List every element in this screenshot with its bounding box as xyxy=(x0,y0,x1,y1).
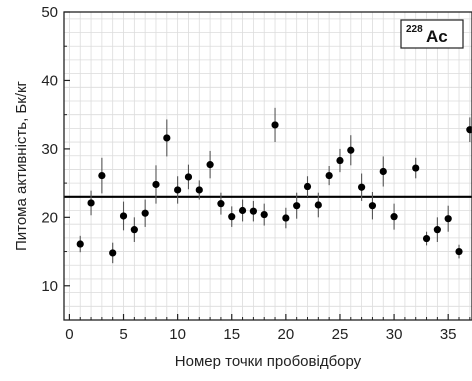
data-point-group xyxy=(444,205,452,232)
x-tick-label: 35 xyxy=(440,326,457,343)
data-point-group xyxy=(422,231,431,246)
y-tick-label: 20 xyxy=(41,209,58,226)
x-tick-label: 25 xyxy=(332,326,349,343)
data-point xyxy=(466,126,472,134)
data-point xyxy=(87,199,95,207)
legend-superscript: 228 xyxy=(406,24,423,35)
data-point-group xyxy=(412,157,420,179)
data-point xyxy=(336,156,344,165)
data-point-group xyxy=(433,217,441,242)
data-point-group xyxy=(455,244,463,259)
data-point xyxy=(206,161,214,169)
data-point xyxy=(347,146,355,154)
y-tick-label: 50 xyxy=(41,4,58,21)
data-point-group xyxy=(109,242,117,264)
data-point xyxy=(358,183,366,191)
data-point xyxy=(379,167,387,176)
data-point-group xyxy=(282,207,290,229)
data-point-group xyxy=(141,199,149,227)
plot-area-frame xyxy=(63,11,472,321)
data-point-group xyxy=(217,192,225,215)
data-point-group xyxy=(206,150,214,179)
x-tick-label: 15 xyxy=(223,326,240,343)
data-point xyxy=(303,182,312,191)
data-point xyxy=(390,213,398,221)
data-point xyxy=(260,210,268,219)
data-point-group xyxy=(271,107,279,143)
data-point xyxy=(325,171,333,180)
data-point xyxy=(76,240,84,248)
data-point-group xyxy=(98,157,106,194)
data-point-group xyxy=(130,217,138,242)
data-point xyxy=(228,213,236,221)
data-point xyxy=(98,171,106,180)
data-point xyxy=(293,202,301,210)
data-point xyxy=(184,173,193,181)
x-tick-label: 0 xyxy=(65,326,73,343)
legend-label: Ac xyxy=(426,27,448,46)
data-point-group xyxy=(293,192,301,219)
y-tick-label: 40 xyxy=(41,72,58,89)
grid xyxy=(64,12,472,321)
data-point-group xyxy=(336,148,344,173)
data-point xyxy=(141,209,149,217)
data-point-group xyxy=(368,192,377,220)
data-point-group xyxy=(260,203,268,226)
data-point xyxy=(195,186,203,194)
data-point-group xyxy=(184,164,193,190)
data-point-group xyxy=(195,180,203,200)
y-tick-label: 10 xyxy=(41,278,58,295)
data-point xyxy=(433,226,441,234)
data-point-group xyxy=(466,117,472,143)
data-point xyxy=(152,180,160,189)
data-point xyxy=(249,207,257,215)
data-point xyxy=(217,200,225,208)
data-point-group xyxy=(390,203,398,230)
data-point xyxy=(271,121,279,129)
data-point xyxy=(130,226,138,234)
data-point-group xyxy=(325,166,333,186)
data-points xyxy=(76,107,472,264)
data-point xyxy=(412,164,420,172)
data-point xyxy=(444,215,452,223)
x-tick-label: 5 xyxy=(119,326,127,343)
data-point xyxy=(314,201,322,209)
data-point-group xyxy=(347,135,355,166)
y-axis-title: Питома активність, Бк/кг xyxy=(13,80,30,251)
data-point-group xyxy=(249,200,257,222)
data-point xyxy=(422,234,431,243)
x-tick-label: 10 xyxy=(169,326,186,343)
data-point-group xyxy=(152,165,160,204)
data-point-group xyxy=(119,201,128,231)
x-axis-title: Номер точки пробовідбору xyxy=(175,353,362,370)
y-tick-label: 30 xyxy=(41,141,58,158)
data-point xyxy=(109,249,117,257)
data-point xyxy=(238,206,247,215)
data-point xyxy=(163,134,171,142)
data-point xyxy=(282,214,290,222)
data-point-group xyxy=(238,199,247,222)
data-point xyxy=(174,186,182,194)
data-point-group xyxy=(87,190,95,216)
data-point xyxy=(368,202,377,210)
x-tick-label: 20 xyxy=(278,326,295,343)
data-point-group xyxy=(379,156,387,187)
data-point-group xyxy=(163,119,171,157)
data-point-group xyxy=(76,235,84,253)
x-tick-label: 30 xyxy=(386,326,403,343)
legend-box xyxy=(400,19,464,49)
data-point xyxy=(455,247,463,256)
data-point-group xyxy=(358,173,366,201)
data-point-group xyxy=(314,192,322,218)
data-point-group xyxy=(228,206,236,227)
axis-ticks: 0 5 10 15 20 25 30 35 10 20 30 40 50 xyxy=(41,4,471,343)
data-point-group xyxy=(303,176,312,197)
data-point-group xyxy=(174,176,182,204)
data-point xyxy=(119,212,128,220)
legend: 228 Ac xyxy=(400,19,464,49)
